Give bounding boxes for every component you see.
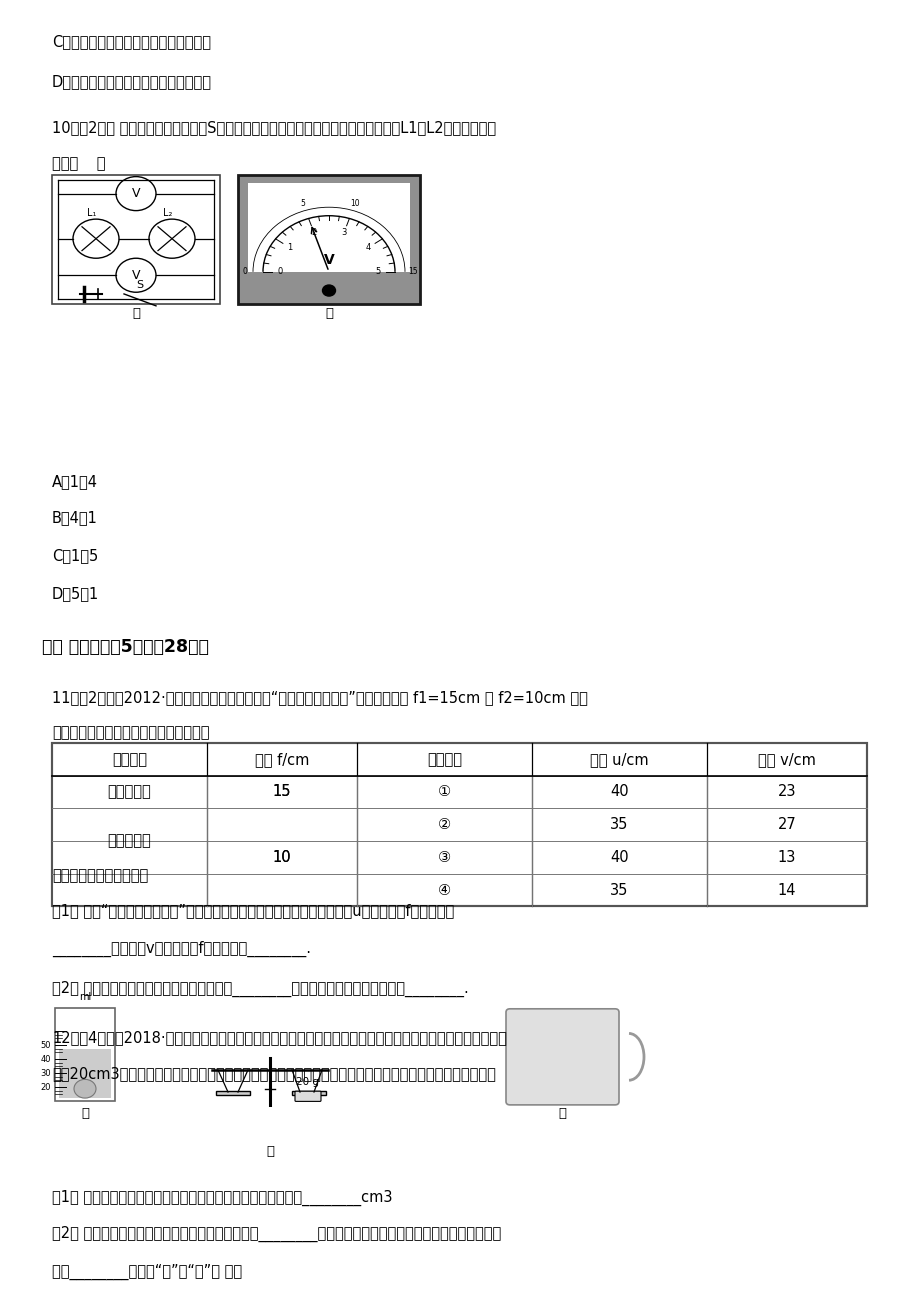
Text: 乙: 乙: [266, 1144, 274, 1157]
Text: 像距 v/cm: 像距 v/cm: [757, 751, 815, 767]
Text: 试验序号: 试验序号: [426, 751, 461, 767]
Circle shape: [323, 285, 335, 296]
Text: V: V: [323, 253, 334, 267]
Text: ④: ④: [437, 883, 450, 897]
Text: 40: 40: [40, 1055, 51, 1064]
Text: 4: 4: [366, 243, 371, 251]
Text: （1） 若以“透镜的焦距为单位”进行比较，在成倒立、缩小的像时：物距（u）与焦距（f）的关系是: （1） 若以“透镜的焦距为单位”进行比较，在成倒立、缩小的像时：物距（u）与焦距…: [52, 904, 454, 919]
Text: 15: 15: [272, 784, 291, 799]
Text: 40: 40: [609, 784, 628, 799]
Bar: [52, 174, 220, 305]
Text: 20 g: 20 g: [296, 1077, 319, 1087]
Text: 35: 35: [609, 818, 628, 832]
FancyBboxPatch shape: [505, 1009, 618, 1105]
Text: ml: ml: [79, 992, 91, 1003]
Text: 27: 27: [777, 818, 796, 832]
Text: （1） 吴铭同学读出了量筒中水和口香糖的总体积（如图甲）为________cm3: （1） 吴铭同学读出了量筒中水和口香糖的总体积（如图甲）为________cm3: [52, 1190, 392, 1206]
Text: 甲: 甲: [81, 1107, 89, 1120]
Text: 12．（4分）（2018·辽阳模拟）在实验室做实验时，爱动脑筋的吴铭同学把一瓶口香糖开封后，取出几粒放入: 12．（4分）（2018·辽阳模拟）在实验室做实验时，爱动脑筋的吴铭同学把一瓶口…: [52, 1030, 506, 1044]
Text: 40: 40: [609, 850, 628, 865]
Text: （2） 成倒立、缩小实像时：物距减小，像距________；若物距相同，焦距大，像距________.: （2） 成倒立、缩小实像时：物距减小，像距________；若物距相同，焦距大，…: [52, 980, 469, 996]
Text: 倒立、缩小: 倒立、缩小: [108, 833, 152, 849]
Text: S: S: [136, 280, 143, 290]
Text: L₂: L₂: [164, 208, 173, 219]
Bar: [52, 743, 866, 906]
Bar: [216, 1091, 250, 1095]
Bar: [55, 1008, 115, 1101]
Text: 11．（2分）（2012·泰州）小明和小华一起探究“凸透镜成像的规律”，他们分别用 f1=15cm 和 f2=10cm 的凸: 11．（2分）（2012·泰州）小明和小华一起探究“凸透镜成像的规律”，他们分别…: [52, 690, 587, 704]
Text: 2: 2: [311, 228, 316, 237]
Text: 乙: 乙: [324, 307, 333, 320]
Text: D．装有乙液体的烧杯底部所受压强较大: D．装有乙液体的烧杯底部所受压强较大: [52, 74, 211, 90]
Bar: [238, 174, 420, 305]
Text: 丙: 丙: [558, 1107, 566, 1120]
Text: 10: 10: [272, 850, 291, 865]
Text: 母向________（选填“左”或“右”） 调。: 母向________（选填“左”或“右”） 调。: [52, 1264, 242, 1280]
Bar: [52, 743, 866, 906]
Circle shape: [149, 219, 195, 258]
Text: 3: 3: [341, 228, 346, 237]
Text: 像的性质: 像的性质: [112, 751, 147, 767]
Bar: [59, 1049, 111, 1098]
Text: 0: 0: [277, 267, 282, 276]
Circle shape: [116, 258, 156, 292]
Bar: [208, 842, 356, 906]
Text: 5: 5: [301, 199, 305, 208]
Text: 10．（2分） 如图甲所示，闭合开关S后，两相同电压表的指针偏转都如图乙所示，则L1和L2两灯的电阵之: 10．（2分） 如图甲所示，闭合开关S后，两相同电压表的指针偏转都如图乙所示，则…: [52, 120, 495, 135]
Text: C．1：5: C．1：5: [52, 548, 98, 564]
Circle shape: [73, 219, 119, 258]
Text: 10: 10: [350, 199, 359, 208]
Text: 15: 15: [408, 267, 417, 276]
Bar: [248, 184, 410, 272]
Text: C．装有甲液体的烧杯底部所受压强较大: C．装有甲液体的烧杯底部所受压强较大: [52, 35, 210, 49]
Text: 50: 50: [40, 1040, 51, 1049]
Text: 15: 15: [272, 784, 291, 799]
Text: 5: 5: [375, 267, 380, 276]
Text: ③: ③: [437, 850, 450, 865]
Text: 35: 35: [609, 883, 628, 897]
Text: 装有20cm3水的量筒中，发现口香糖沉入量筒底且没有溶化，贾铭灵机一动，想测一下口香糖的密度是多少。: 装有20cm3水的量筒中，发现口香糖沉入量筒底且没有溶化，贾铭灵机一动，想测一下…: [52, 1066, 495, 1082]
Text: A．1：4: A．1：4: [52, 474, 98, 490]
Text: ②: ②: [437, 818, 450, 832]
Text: （2） 他把天平放在水平桌面上，将游码移到标尺的________，发现指针偏向分度盘的右侧，此时应将平衡螺: （2） 他把天平放在水平桌面上，将游码移到标尺的________，发现指针偏向分…: [52, 1226, 501, 1242]
Text: 23: 23: [777, 784, 795, 799]
Text: 14: 14: [777, 883, 795, 897]
Text: 1: 1: [287, 243, 291, 251]
Bar: [208, 776, 356, 840]
Text: D．5：1: D．5：1: [52, 586, 99, 600]
Text: 10: 10: [272, 850, 291, 865]
Text: 物距 u/cm: 物距 u/cm: [590, 751, 648, 767]
Text: 焦距 f/cm: 焦距 f/cm: [255, 751, 309, 767]
Text: 透镜做实验，下表是他们记录的部分数据: 透镜做实验，下表是他们记录的部分数据: [52, 725, 210, 741]
Text: 30: 30: [40, 1069, 51, 1078]
Text: 0: 0: [243, 267, 247, 276]
Text: ①: ①: [437, 784, 450, 799]
FancyBboxPatch shape: [295, 1091, 321, 1101]
Text: B．4：1: B．4：1: [52, 510, 97, 526]
Text: 13: 13: [777, 850, 795, 865]
Text: 倒立、缩小: 倒立、缩小: [108, 784, 152, 799]
Text: V: V: [131, 268, 140, 281]
Text: 由这部分数据可初步发现: 由这部分数据可初步发现: [52, 868, 148, 883]
Text: 二、 实验题（列5题；列28分）: 二、 实验题（列5题；列28分）: [42, 638, 209, 655]
Text: ________；像距（v）与焦距（f）的关系是________.: ________；像距（v）与焦距（f）的关系是________.: [52, 940, 311, 957]
Text: 比为（    ）: 比为（ ）: [52, 156, 106, 172]
Circle shape: [116, 177, 156, 211]
Text: 甲: 甲: [131, 307, 140, 320]
Text: V: V: [131, 187, 140, 201]
Bar: [291, 1091, 325, 1095]
Text: L₁: L₁: [87, 208, 96, 219]
Text: 20: 20: [40, 1083, 51, 1092]
Circle shape: [74, 1079, 96, 1098]
Bar: [53, 776, 206, 906]
